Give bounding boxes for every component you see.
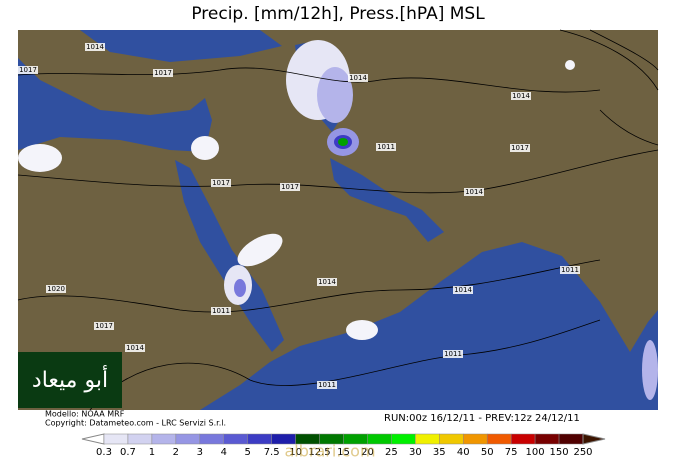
legend-swatch: [151, 433, 177, 445]
isobar-label: 1014: [465, 188, 483, 196]
isobar-label-bg: [125, 344, 145, 352]
isobar-label: 1017: [154, 69, 172, 77]
copyright-text: Copyright: Datameteo.com - LRC Servizi S…: [45, 419, 226, 428]
isobar-label: 1017: [95, 322, 113, 330]
isobar-label: 1017: [212, 179, 230, 187]
isobar-label: 1014: [454, 286, 472, 294]
isobar-label-bg: [560, 266, 580, 274]
legend-swatch: [486, 433, 512, 445]
isobar-labels: 1014 1017 1017 1014 1014 1011 1017 1017 1017 1014…: [18, 43, 580, 389]
isobar-label: 1017: [511, 144, 529, 152]
isobar-label-bg: [280, 183, 300, 191]
isobar-label-bg: [453, 286, 473, 294]
isobar-label-bg: [317, 278, 337, 286]
legend-swatch: [199, 433, 225, 445]
isobar-label: 1014: [512, 92, 530, 100]
legend-label: 30: [409, 447, 422, 458]
map: 1014 1017 1017 1014 1014 1011 1017 1017 1017 1014…: [17, 29, 659, 411]
legend-label: 2: [173, 447, 179, 458]
legend-swatch: [391, 433, 416, 445]
isobar-label-bg: [317, 381, 337, 389]
isobar-label-bg: [464, 188, 484, 196]
legend-label: 1: [149, 447, 155, 458]
legend-swatch: [439, 433, 464, 445]
legend-swatch: [223, 433, 248, 445]
isobar-label: 1014: [349, 74, 367, 82]
isobar-label: 1011: [561, 266, 579, 274]
watermark: albrari.com: [284, 442, 375, 461]
isobar-label-bg: [211, 179, 231, 187]
legend-swatch: [415, 433, 440, 445]
isobar-label: 1011: [377, 143, 395, 151]
legend-label: 40: [457, 447, 470, 458]
legend-label: 20: [361, 447, 374, 458]
legend-swatch: [510, 433, 536, 445]
isobar-label: 1011: [318, 381, 336, 389]
legend-label: 5: [245, 447, 251, 458]
legend-label: 0.3: [96, 447, 112, 458]
isobar-label-bg: [18, 66, 38, 74]
legend-label: 25: [385, 447, 398, 458]
precipitation: [18, 40, 658, 400]
legend-label: 3: [197, 447, 203, 458]
logo-text: أبو ميعاد: [32, 365, 108, 393]
legend-swatch: [463, 433, 488, 445]
isobar-label: 1017: [19, 66, 37, 74]
legend-label: 75: [505, 447, 518, 458]
isobar-label-bg: [211, 307, 231, 315]
run-text: RUN:00z 16/12/11 - PREV:12z 24/12/11: [384, 413, 580, 424]
legend-label: 50: [481, 447, 494, 458]
legend-label: 35: [433, 447, 446, 458]
isobar-label: 1014: [126, 344, 144, 352]
isobar-label-bg: [46, 285, 66, 293]
legend-label: 4: [221, 447, 227, 458]
isobar-label: 1011: [444, 350, 462, 358]
isobar-label-bg: [94, 322, 114, 330]
legend-label: 7.5: [264, 447, 280, 458]
isobar-label-bg: [511, 92, 531, 100]
isobar-label: 1014: [318, 278, 336, 286]
legend-swatch: [558, 433, 584, 445]
legend-swatch: [103, 433, 129, 445]
isobar-label-bg: [153, 69, 173, 77]
isobar-label: 1017: [281, 183, 299, 191]
legend-label: 10: [289, 447, 302, 458]
legend-arrow-left: [81, 433, 105, 445]
legend-label: 12.5: [308, 447, 330, 458]
isobar-label-bg: [85, 43, 105, 51]
isobar-label-bg: [376, 143, 396, 151]
legend-swatch: [247, 433, 272, 445]
logo-box: [18, 352, 122, 408]
legend-label: 150: [550, 447, 569, 458]
isobar-label: 1020: [47, 285, 65, 293]
legend-label: 15: [337, 447, 350, 458]
legend-swatch: [534, 433, 560, 445]
legend-label: 100: [526, 447, 545, 458]
legend-label: 0.7: [120, 447, 136, 458]
legend-swatch: [175, 433, 201, 445]
legend: 0.3 0.7 1 2 3 4 5 7.5 10 12.5 15 20 25 30 35 40 50 75 100 1…: [81, 433, 606, 458]
isobar-label: 1011: [212, 307, 230, 315]
model-text: Modello: NOAA MRF: [45, 410, 125, 419]
legend-arrow-right: [582, 433, 606, 445]
legend-label: 250: [573, 447, 592, 458]
isobar-label-bg: [510, 144, 530, 152]
map-title: Precip. [mm/12h], Press.[hPA] MSL: [191, 4, 485, 24]
isobar-label: 1014: [86, 43, 104, 51]
legend-swatch: [127, 433, 153, 445]
isobar-label-bg: [348, 74, 368, 82]
isobar-label-bg: [443, 350, 463, 358]
isobars: [17, 29, 659, 411]
